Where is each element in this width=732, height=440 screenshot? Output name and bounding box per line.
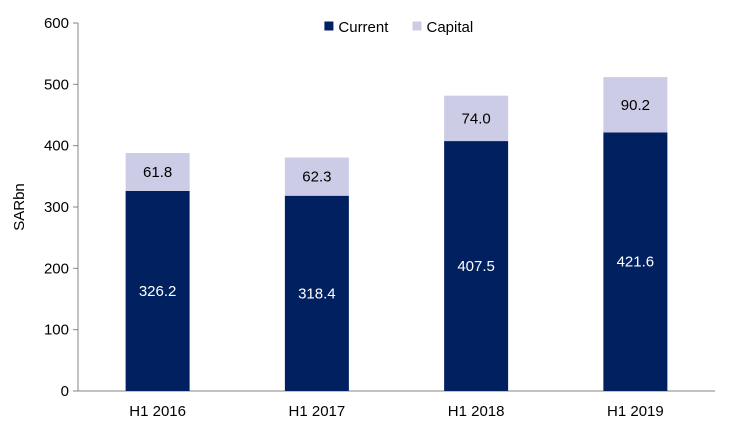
x-tick-label: H1 2018 xyxy=(448,403,505,420)
data-label-current: 326.2 xyxy=(139,283,177,300)
legend-swatch-current xyxy=(324,21,334,31)
y-tick-label: 300 xyxy=(44,199,69,216)
bar-capital-segment xyxy=(284,157,349,196)
legend-label-current: Current xyxy=(338,19,389,36)
bar-capital-segment xyxy=(125,153,190,191)
x-axis: H1 2016 H1 2017 H1 2018 H1 2019 xyxy=(78,390,715,420)
y-tick-label: 0 xyxy=(61,383,69,400)
data-label-current: 318.4 xyxy=(298,285,336,302)
x-tick-label: H1 2016 xyxy=(129,403,186,420)
data-label-current: 421.6 xyxy=(617,254,655,271)
legend-label-capital: Capital xyxy=(427,19,474,36)
data-label-capital: 74.0 xyxy=(462,110,491,127)
data-label-current: 407.5 xyxy=(457,258,495,275)
bar-current-segment xyxy=(444,141,509,391)
y-axis-title: SARbn xyxy=(11,183,28,231)
bar-capital-segment xyxy=(603,77,668,133)
y-tick-label: 500 xyxy=(44,76,69,93)
legend: Current Capital xyxy=(324,19,473,36)
data-label-capital: 90.2 xyxy=(621,97,650,114)
bar-current-segment xyxy=(284,195,349,391)
y-tick-label: 400 xyxy=(44,138,69,155)
y-tick-label: 100 xyxy=(44,322,69,339)
data-label-capital: 61.8 xyxy=(143,164,172,181)
bar-capital-segment xyxy=(444,95,509,142)
bar-current-segment xyxy=(125,190,190,391)
bars: 326.2 61.8 318.4 62.3 407.5 74.0 421.6 90.2 xyxy=(125,77,668,391)
bar-current-segment xyxy=(603,132,668,391)
y-tick-label: 200 xyxy=(44,260,69,277)
data-label-capital: 62.3 xyxy=(302,169,331,186)
y-axis: SARbn 0 100 200 300 400 500 600 xyxy=(11,15,79,400)
y-tick-label: 600 xyxy=(44,15,69,32)
legend-swatch-capital xyxy=(412,21,422,31)
x-tick-label: H1 2017 xyxy=(289,403,346,420)
x-tick-label: H1 2019 xyxy=(607,403,664,420)
